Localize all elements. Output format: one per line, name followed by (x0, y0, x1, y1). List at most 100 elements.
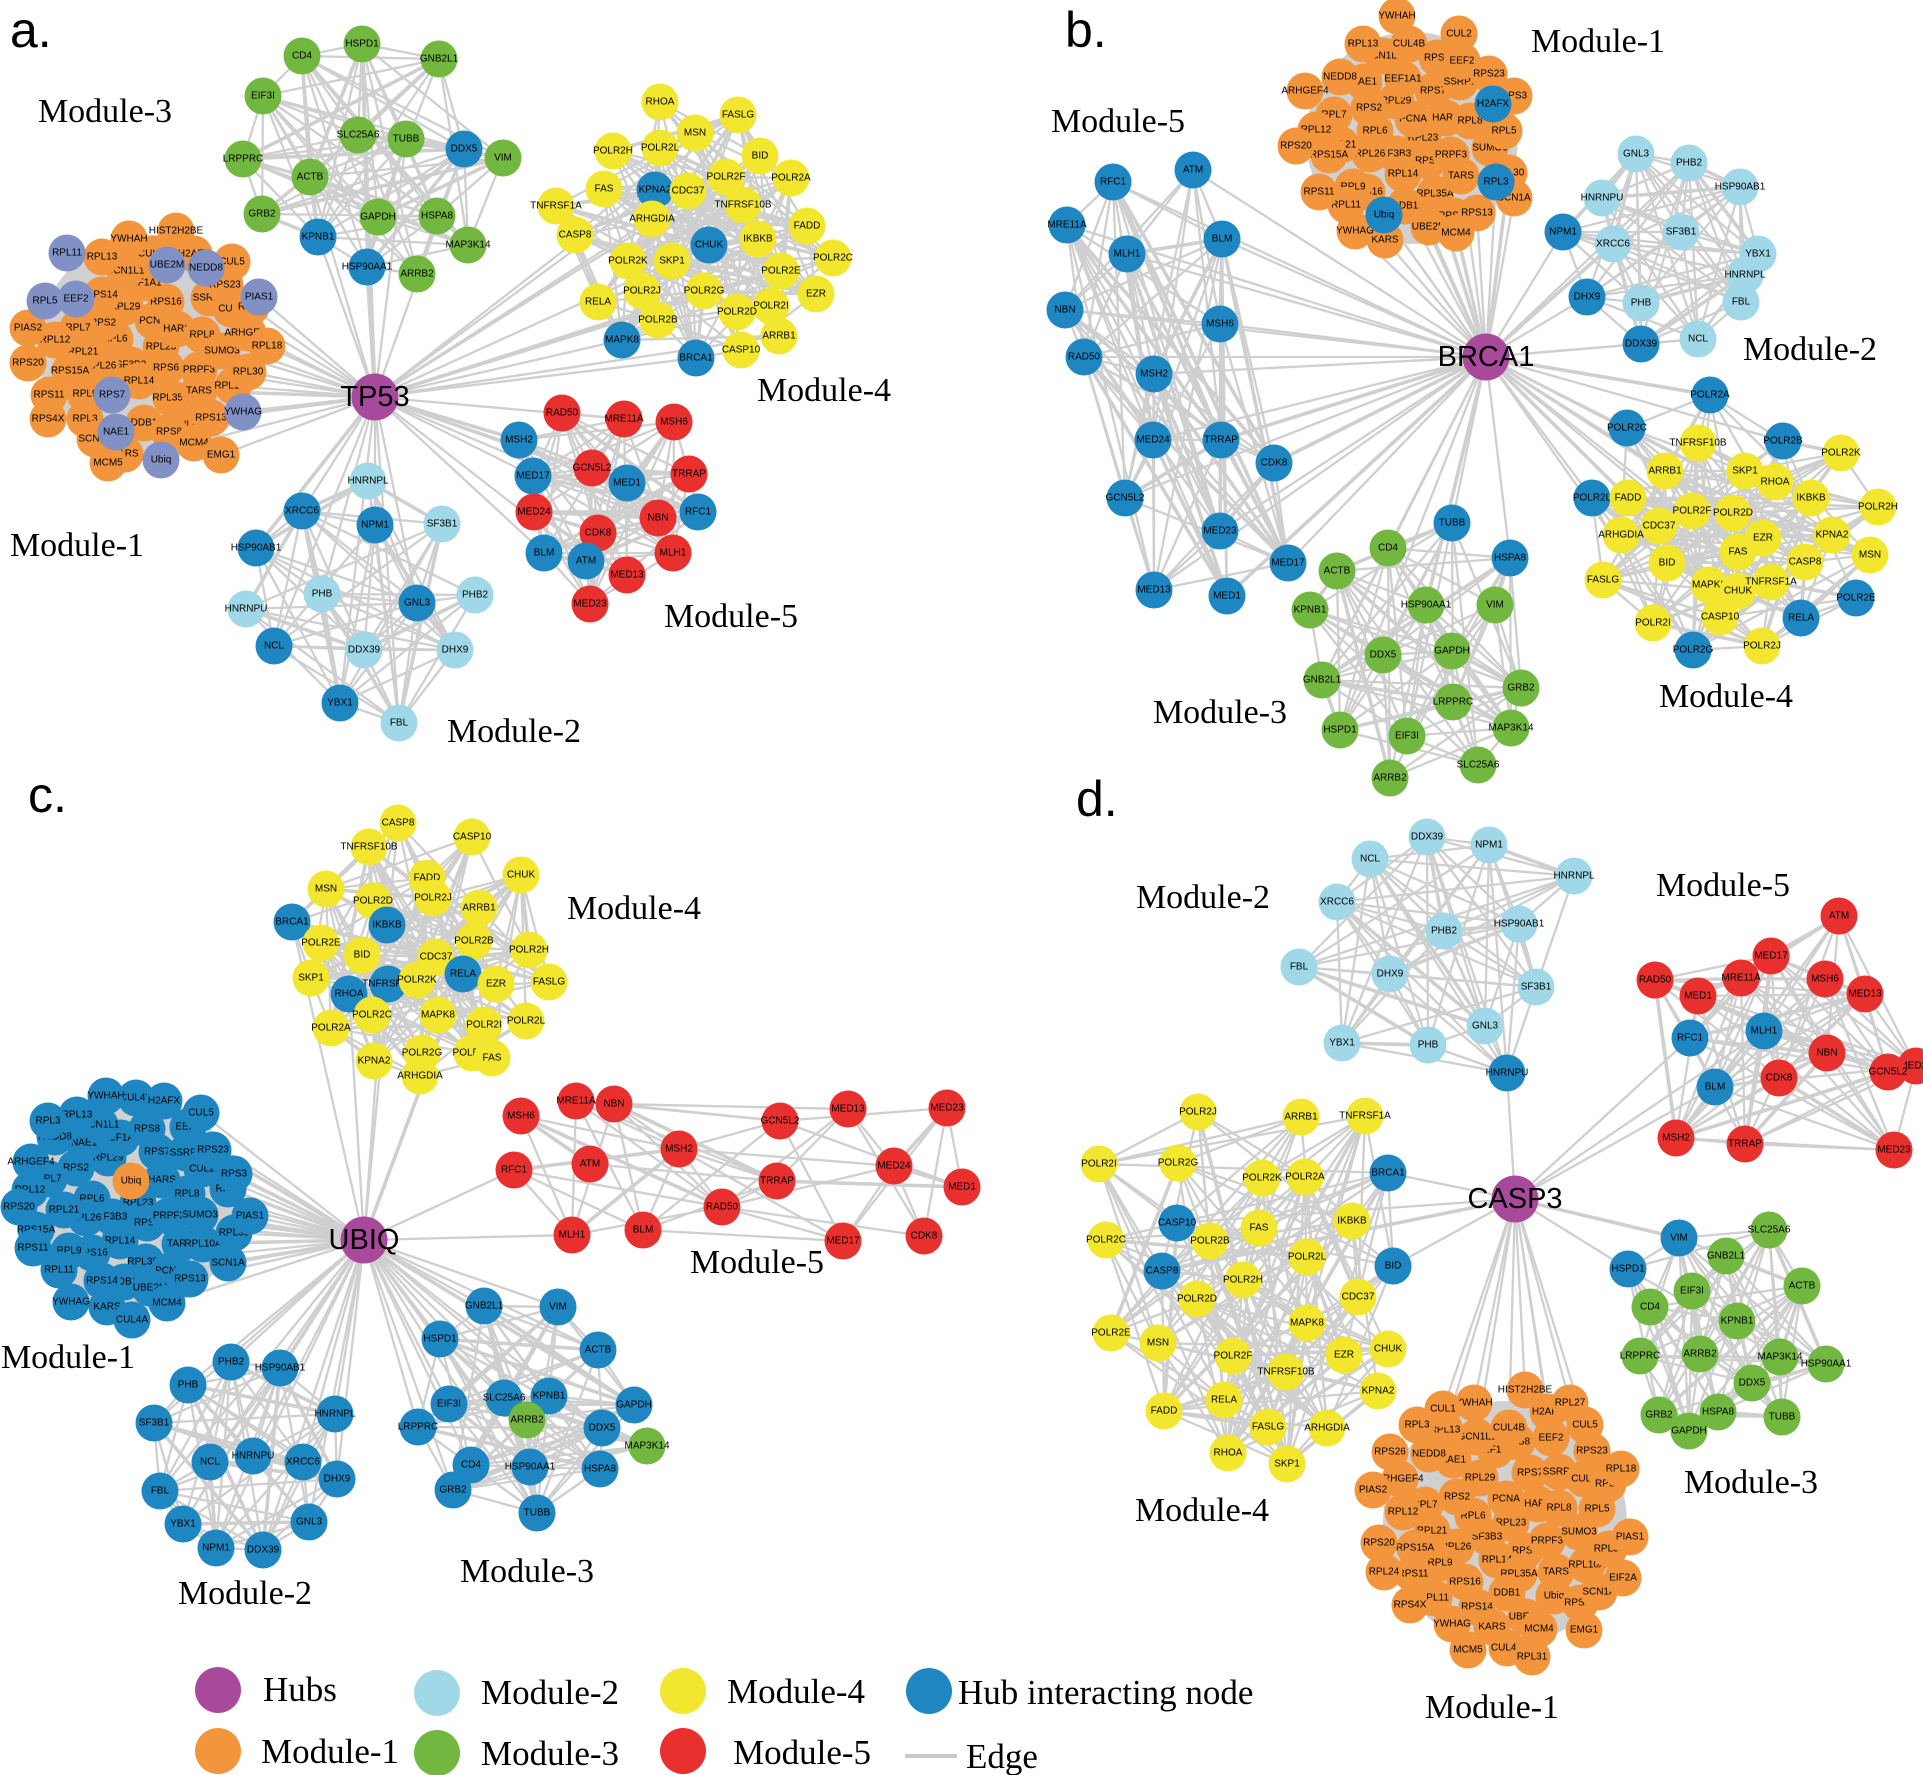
svg-text:ACTB: ACTB (1789, 1281, 1816, 1292)
svg-text:RPS2: RPS2 (63, 1163, 90, 1174)
svg-text:POLR2E: POLR2E (1836, 593, 1876, 604)
svg-text:DDX39: DDX39 (348, 645, 381, 656)
svg-text:NBN: NBN (1816, 1048, 1837, 1059)
svg-text:TUBB: TUBB (393, 134, 420, 145)
svg-text:NEDD8: NEDD8 (1323, 72, 1357, 83)
svg-text:LRPPRC: LRPPRC (223, 154, 264, 165)
svg-text:Module-1: Module-1 (1, 1339, 135, 1376)
svg-text:POLR2A: POLR2A (311, 1023, 351, 1034)
svg-text:UBIQ: UBIQ (329, 1224, 400, 1256)
svg-text:EZR: EZR (486, 979, 506, 990)
svg-text:POLR2D: POLR2D (1177, 1294, 1217, 1305)
svg-text:TARS: TARS (1448, 171, 1474, 182)
svg-text:SF3B3: SF3B3 (97, 1212, 128, 1223)
svg-text:RPL21: RPL21 (68, 347, 99, 358)
svg-text:POLR2E: POLR2E (1091, 1328, 1131, 1339)
svg-text:DDX5: DDX5 (1370, 650, 1397, 661)
svg-text:MCM5: MCM5 (93, 458, 123, 469)
svg-text:CUL2: CUL2 (1446, 29, 1472, 40)
svg-text:XRCC6: XRCC6 (1596, 239, 1630, 250)
svg-text:RFC1: RFC1 (1677, 1033, 1704, 1044)
svg-text:CASP8: CASP8 (1789, 557, 1822, 568)
svg-text:SLC25A6: SLC25A6 (1457, 760, 1500, 771)
svg-text:ACTB: ACTB (585, 1345, 612, 1356)
svg-text:RPL13: RPL13 (62, 1110, 93, 1121)
svg-text:YWHAH: YWHAH (110, 234, 147, 245)
svg-text:GCN1L1: GCN1L1 (81, 1120, 120, 1131)
svg-text:HIST2H2BE: HIST2H2BE (1498, 1385, 1553, 1396)
svg-text:FADD: FADD (1151, 1406, 1178, 1417)
svg-text:KPNA2: KPNA2 (1362, 1386, 1395, 1397)
svg-text:RPL29: RPL29 (1465, 1473, 1496, 1484)
svg-text:Module-2: Module-2 (447, 713, 581, 750)
svg-text:TNFRSF10B: TNFRSF10B (1257, 1367, 1315, 1378)
svg-text:GNL3: GNL3 (1623, 149, 1650, 160)
svg-text:BLM: BLM (534, 548, 555, 559)
svg-text:RPS3: RPS3 (1595, 1479, 1622, 1490)
svg-text:SLC25A6: SLC25A6 (1748, 1225, 1791, 1236)
svg-text:MAP3K14: MAP3K14 (1757, 1352, 1802, 1363)
svg-text:EIF3I: EIF3I (437, 1399, 461, 1410)
svg-text:POLR2B: POLR2B (638, 315, 678, 326)
svg-text:YBX1: YBX1 (1329, 1038, 1355, 1049)
svg-text:TNFRSF10B: TNFRSF10B (340, 842, 398, 853)
svg-text:HSPD1: HSPD1 (423, 1334, 457, 1345)
svg-text:POLR2H: POLR2H (593, 146, 633, 157)
svg-text:CHUK: CHUK (1724, 586, 1753, 597)
svg-text:MSN: MSN (1147, 1338, 1169, 1349)
svg-text:PIAS1: PIAS1 (236, 1211, 265, 1222)
svg-text:POLR2H: POLR2H (1223, 1275, 1263, 1286)
svg-text:SUMO3: SUMO3 (182, 1210, 218, 1221)
svg-text:YWHAH: YWHAH (1455, 1398, 1492, 1409)
svg-text:ARHGEF4: ARHGEF4 (7, 1157, 55, 1168)
svg-text:RHOA: RHOA (646, 97, 675, 108)
svg-text:RPL6: RPL6 (1460, 1511, 1485, 1522)
svg-text:RPS8: RPS8 (134, 1124, 161, 1135)
svg-text:ACTB: ACTB (1324, 566, 1351, 577)
svg-text:YWHAH: YWHAH (87, 1091, 124, 1102)
svg-text:POLR2G: POLR2G (684, 286, 725, 297)
svg-text:PHB2: PHB2 (218, 1357, 245, 1368)
svg-text:PRPF3: PRPF3 (1531, 1536, 1564, 1547)
svg-text:RPL7: RPL7 (1321, 110, 1346, 121)
svg-text:CASP3: CASP3 (1467, 1183, 1562, 1215)
svg-text:RPL11: RPL11 (52, 248, 82, 259)
svg-text:DHX9: DHX9 (1574, 292, 1601, 303)
svg-text:HSP90AA1: HSP90AA1 (1801, 1359, 1852, 1370)
svg-text:GAPDH: GAPDH (1671, 1426, 1707, 1437)
svg-text:IKBKB: IKBKB (1337, 1216, 1367, 1227)
svg-text:CUL5: CUL5 (219, 257, 245, 268)
svg-text:CDC37: CDC37 (420, 952, 453, 963)
svg-text:SF3B3: SF3B3 (1472, 1532, 1503, 1543)
svg-text:RELA: RELA (1211, 1395, 1237, 1406)
svg-text:BID: BID (752, 151, 769, 162)
svg-text:RPL3: RPL3 (1483, 177, 1508, 188)
svg-text:KPNA2: KPNA2 (1816, 530, 1849, 541)
svg-text:HNRNPL: HNRNPL (1553, 871, 1595, 882)
svg-text:RPS15A: RPS15A (1310, 150, 1349, 161)
svg-text:XRCC6: XRCC6 (1320, 897, 1354, 908)
svg-text:CUL5: CUL5 (188, 1108, 214, 1119)
svg-text:ARRB2: ARRB2 (400, 269, 434, 280)
svg-text:MED13: MED13 (1848, 989, 1882, 1000)
svg-text:IKBKB: IKBKB (372, 920, 402, 931)
svg-text:RPL18: RPL18 (1606, 1464, 1637, 1475)
svg-text:H2AFX: H2AFX (148, 1096, 181, 1107)
svg-text:LRPPRC: LRPPRC (1620, 1351, 1661, 1362)
svg-text:CUL4A: CUL4A (172, 420, 205, 431)
svg-text:Ubiq: Ubiq (151, 455, 172, 466)
svg-text:POLR2C: POLR2C (813, 253, 853, 264)
svg-text:DDB1: DDB1 (111, 1277, 138, 1288)
svg-text:GCN1L1: GCN1L1 (106, 266, 145, 277)
svg-text:ATM: ATM (576, 556, 596, 567)
svg-text:EZR: EZR (1334, 1350, 1354, 1361)
svg-text:MED1: MED1 (1213, 591, 1241, 602)
svg-text:RPS13: RPS13 (1564, 1598, 1596, 1609)
svg-text:Module-4: Module-4 (757, 372, 891, 409)
svg-text:POLR2G: POLR2G (1673, 645, 1714, 656)
svg-text:RPS14: RPS14 (86, 1276, 118, 1287)
svg-text:RPL5: RPL5 (32, 296, 57, 307)
svg-text:SSRP1: SSRP1 (170, 1148, 203, 1159)
svg-text:POLR2C: POLR2C (352, 1010, 392, 1021)
svg-text:NBN: NBN (647, 513, 668, 524)
